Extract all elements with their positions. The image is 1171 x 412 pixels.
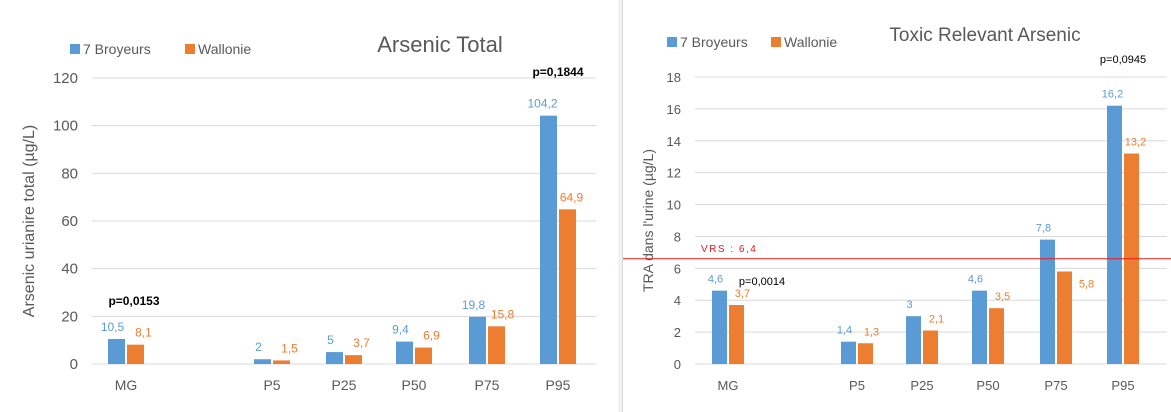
data-label: 64,9	[560, 190, 584, 204]
x-tick-label: P5	[263, 377, 280, 393]
bar	[488, 326, 505, 364]
legend-swatch	[771, 37, 781, 47]
bar	[127, 344, 144, 364]
bar	[858, 343, 873, 364]
data-label: 9,4	[392, 323, 409, 337]
bar	[559, 209, 576, 364]
data-label: 4,6	[968, 274, 983, 286]
p-value-annotation: p=0,0945	[1100, 54, 1146, 66]
data-label: 3,5	[995, 291, 1010, 303]
x-tick-label: P25	[332, 377, 357, 393]
data-label: 15,8	[491, 307, 515, 321]
bar	[729, 305, 744, 364]
data-label: 19,8	[462, 298, 486, 312]
y-tick-label: 8	[674, 229, 681, 244]
data-label: 2,1	[929, 314, 944, 326]
bar	[841, 341, 856, 364]
x-tick-label: P25	[910, 378, 933, 393]
x-tick-label: P95	[1111, 378, 1134, 393]
bar	[345, 355, 362, 364]
y-tick-label: 80	[61, 165, 78, 182]
y-tick-label: 2	[674, 325, 681, 340]
legend-swatch	[667, 37, 677, 47]
bar	[396, 341, 413, 364]
data-label: 3,7	[353, 336, 370, 350]
bar	[1057, 271, 1072, 364]
data-label: 104,2	[527, 97, 557, 111]
data-label: 10,5	[101, 320, 125, 334]
data-label: 13,2	[1125, 137, 1146, 149]
y-axis-label: Arsenic urianire total (µg/L)	[21, 125, 38, 317]
chart-arsenic-total: 0 20 40 60 80 100 120 Arsenic Total Arsenic uria…	[21, 32, 596, 393]
data-label: 1,3	[864, 326, 879, 338]
legend-label: 7 Broyeurs	[83, 41, 151, 57]
data-label: 5	[327, 333, 334, 347]
panel-divider	[618, 0, 622, 412]
chart-toxic-relevant-arsenic: 0 2 4 6 8 10 12 14 16 18 Toxic Relevant Arsenic TRA…	[623, 25, 1171, 393]
bar	[415, 347, 432, 364]
p-value-annotation: p=0,0153	[108, 294, 159, 308]
y-tick-label: 18	[667, 70, 681, 85]
legend-label: Wallonie	[198, 41, 251, 57]
x-tick-label: P75	[1044, 378, 1067, 393]
bar	[989, 308, 1004, 364]
y-tick-label: 6	[674, 261, 681, 276]
data-label: 6,9	[423, 329, 440, 343]
data-label: 7,8	[1036, 223, 1051, 235]
reference-label: VRS : 6,4	[701, 244, 757, 255]
chart-panel-arsenic-total: 0 20 40 60 80 100 120 Arsenic Total Arsenic uria…	[21, 0, 619, 412]
data-label: 8,1	[135, 326, 152, 340]
y-axis-label: TRA dans l'urine (µg/L)	[640, 149, 656, 292]
bar	[712, 290, 727, 364]
p-value-annotation: p=0,1844	[532, 65, 583, 79]
y-tick-label: 100	[53, 118, 78, 135]
x-tick-label: P5	[849, 378, 865, 393]
data-label: 2	[255, 340, 262, 354]
chart-panel-toxic-relevant-arsenic: 0 2 4 6 8 10 12 14 16 18 Toxic Relevant Arsenic TRA…	[622, 0, 1171, 412]
x-tick-label: P95	[546, 377, 571, 393]
bar	[469, 316, 486, 364]
bar	[923, 330, 938, 364]
legend-label: Wallonie	[784, 34, 837, 50]
data-label: 1,4	[837, 325, 852, 337]
y-tick-label: 12	[667, 166, 681, 181]
y-tick-label: 4	[674, 293, 681, 308]
bar	[254, 359, 271, 364]
bar	[1040, 239, 1055, 364]
y-tick-label: 14	[667, 134, 681, 149]
data-label: 16,2	[1102, 89, 1123, 101]
bar	[273, 360, 290, 364]
y-tick-label: 120	[53, 70, 78, 87]
bar	[906, 316, 921, 364]
y-tick-label: 60	[61, 213, 78, 230]
chart-title: Toxic Relevant Arsenic	[889, 25, 1080, 46]
data-label: 1,5	[281, 341, 298, 355]
bar	[108, 338, 125, 364]
bar	[1107, 105, 1122, 364]
bar	[326, 352, 343, 364]
x-tick-label: P75	[475, 377, 500, 393]
x-tick-label: P50	[976, 378, 999, 393]
data-label: 5,8	[1079, 279, 1094, 291]
bar	[972, 290, 987, 364]
y-tick-label: 0	[674, 357, 681, 372]
y-tick-label: 20	[61, 308, 78, 325]
y-tick-label: 40	[61, 261, 78, 278]
legend-swatch	[70, 44, 80, 54]
data-label: 4,6	[708, 274, 723, 286]
y-tick-label: 10	[667, 198, 681, 213]
data-label: 3	[906, 299, 912, 311]
data-label: 3,7	[735, 288, 750, 300]
chart-title: Arsenic Total	[377, 32, 503, 57]
legend-swatch	[185, 44, 195, 54]
legend-label: 7 Broyeurs	[680, 34, 748, 50]
x-tick-label: MG	[718, 378, 739, 393]
p-value-annotation: p=0,0014	[739, 276, 785, 288]
y-tick-label: 16	[667, 102, 681, 117]
x-tick-label: P50	[402, 377, 427, 393]
y-tick-label: 0	[70, 356, 78, 373]
x-tick-label: MG	[115, 377, 138, 393]
bar	[540, 115, 557, 364]
